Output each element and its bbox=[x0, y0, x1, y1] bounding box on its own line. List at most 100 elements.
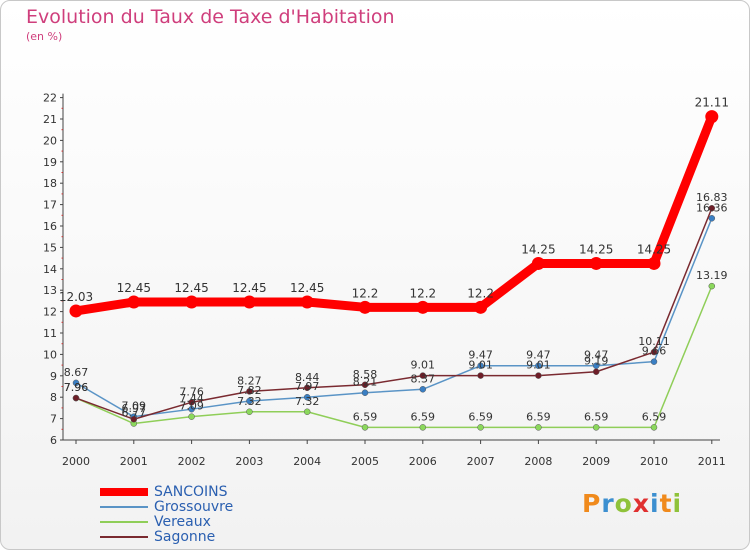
data-point-sagonne bbox=[419, 372, 427, 379]
data-label-sancoins: 12.45 bbox=[290, 281, 324, 295]
chart-legend: SANCOINS Grossouvre Vereaux Sagonne bbox=[100, 484, 233, 544]
data-point-vereaux bbox=[303, 408, 311, 416]
logo-letter: t bbox=[659, 489, 673, 518]
data-label-sancoins: 12.2 bbox=[409, 286, 436, 300]
data-label-vereaux: 7.96 bbox=[64, 381, 89, 394]
y-tick-label: 19 bbox=[43, 156, 57, 169]
y-tick-label: 21 bbox=[43, 113, 57, 126]
data-point-sagonne bbox=[708, 204, 716, 212]
y-tick-label: 22 bbox=[43, 92, 57, 105]
data-label-vereaux: 13.19 bbox=[696, 269, 728, 282]
data-point-grossouvre bbox=[477, 362, 484, 369]
data-point-sagonne bbox=[650, 348, 658, 356]
legend-swatch bbox=[100, 520, 148, 523]
data-label-sagonne: 9.19 bbox=[584, 355, 609, 368]
x-tick-label: 2009 bbox=[582, 455, 610, 468]
legend-label: SANCOINS bbox=[154, 483, 228, 500]
data-point-grossouvre bbox=[708, 215, 716, 222]
x-tick-label: 2000 bbox=[62, 455, 90, 468]
data-point-vereaux bbox=[650, 424, 658, 431]
x-tick-label: 2002 bbox=[178, 455, 206, 468]
data-label-vereaux: 6.59 bbox=[468, 410, 493, 423]
data-point-sagonne bbox=[361, 381, 369, 389]
data-point-sagonne bbox=[477, 372, 484, 379]
data-label-vereaux: 6.77 bbox=[122, 407, 147, 420]
data-label-sagonne: 7.76 bbox=[179, 385, 204, 398]
data-label-sancoins: 12.45 bbox=[232, 281, 266, 295]
data-label-sagonne: 8.58 bbox=[353, 368, 378, 381]
y-tick-label: 16 bbox=[43, 220, 57, 233]
data-point-vereaux bbox=[188, 413, 195, 420]
series-line-grossouvre bbox=[75, 217, 713, 418]
data-point-sagonne bbox=[303, 384, 311, 392]
series-line-sagonne bbox=[75, 207, 713, 420]
data-label-grossouvre: 16.36 bbox=[696, 201, 728, 214]
data-point-grossouvre bbox=[303, 393, 311, 401]
data-label-sagonne: 9.01 bbox=[468, 359, 493, 372]
y-tick-label: 9 bbox=[50, 370, 57, 383]
legend-swatch bbox=[100, 505, 148, 508]
data-label-grossouvre: 7.97 bbox=[295, 380, 320, 393]
y-tick-label: 7 bbox=[50, 413, 57, 426]
x-tick-label: 2011 bbox=[698, 455, 726, 468]
data-label-sancoins: 14.25 bbox=[579, 242, 613, 256]
data-label-sancoins: 21.11 bbox=[695, 96, 729, 110]
y-tick-label: 17 bbox=[43, 199, 57, 212]
data-point-grossouvre bbox=[650, 358, 658, 365]
y-tick-label: 14 bbox=[43, 263, 57, 276]
legend-label: Vereaux bbox=[154, 513, 211, 530]
y-tick-label: 6 bbox=[50, 434, 57, 447]
x-tick-label: 2010 bbox=[640, 455, 668, 468]
data-point-sancoins bbox=[127, 295, 141, 309]
data-point-sancoins bbox=[705, 110, 719, 124]
logo-letter: i bbox=[672, 489, 683, 518]
data-point-grossouvre bbox=[246, 397, 253, 405]
y-tick-label: 13 bbox=[43, 284, 57, 297]
data-point-sagonne bbox=[246, 388, 253, 395]
chart-unit-label: (en %) bbox=[26, 30, 63, 43]
data-label-vereaux: 6.59 bbox=[411, 410, 436, 423]
data-point-vereaux bbox=[708, 282, 716, 290]
data-point-vereaux bbox=[592, 424, 600, 431]
y-tick-label: 20 bbox=[43, 134, 57, 147]
data-label-sagonne: 16.83 bbox=[696, 191, 728, 204]
data-label-grossouvre: 7.82 bbox=[237, 384, 262, 397]
data-label-grossouvre: 9.66 bbox=[642, 345, 667, 358]
data-label-vereaux: 7.32 bbox=[295, 395, 320, 408]
data-label-vereaux: 6.59 bbox=[526, 410, 551, 423]
data-label-vereaux: 6.59 bbox=[642, 410, 667, 423]
data-point-sancoins bbox=[474, 300, 488, 314]
logo-letter: x bbox=[632, 489, 650, 518]
data-point-sancoins bbox=[242, 295, 256, 309]
data-point-sagonne bbox=[592, 368, 600, 375]
x-tick-label: 2007 bbox=[467, 455, 495, 468]
series-line-vereaux bbox=[75, 285, 713, 429]
data-label-vereaux: 7.09 bbox=[179, 400, 204, 413]
data-point-sagonne bbox=[130, 415, 138, 423]
series-line-sancoins bbox=[71, 112, 717, 316]
data-point-grossouvre bbox=[419, 386, 427, 393]
y-tick-label: 12 bbox=[43, 306, 57, 319]
data-label-sagonne: 9.01 bbox=[411, 359, 436, 372]
data-point-sagonne bbox=[72, 394, 80, 402]
data-point-grossouvre bbox=[361, 389, 369, 396]
data-label-sagonne: 10.11 bbox=[638, 335, 670, 348]
data-label-sancoins: 12.45 bbox=[117, 281, 151, 295]
y-tick-label: 8 bbox=[50, 391, 57, 404]
y-tick-label: 18 bbox=[43, 177, 57, 190]
data-label-sagonne: 9.01 bbox=[526, 359, 551, 372]
data-label-grossouvre: 8.21 bbox=[353, 376, 378, 389]
data-point-grossouvre bbox=[72, 379, 80, 387]
data-point-vereaux bbox=[361, 424, 369, 431]
data-point-sancoins bbox=[647, 256, 661, 270]
data-point-grossouvre bbox=[535, 362, 542, 369]
data-point-sancoins bbox=[358, 300, 372, 314]
data-label-vereaux: 7.32 bbox=[237, 395, 262, 408]
data-point-sancoins bbox=[589, 256, 603, 270]
legend-swatch bbox=[100, 535, 148, 538]
data-label-grossouvre: 9.47 bbox=[584, 349, 609, 362]
data-label-sancoins: 12.03 bbox=[59, 290, 93, 304]
data-label-vereaux: 6.59 bbox=[584, 410, 609, 423]
